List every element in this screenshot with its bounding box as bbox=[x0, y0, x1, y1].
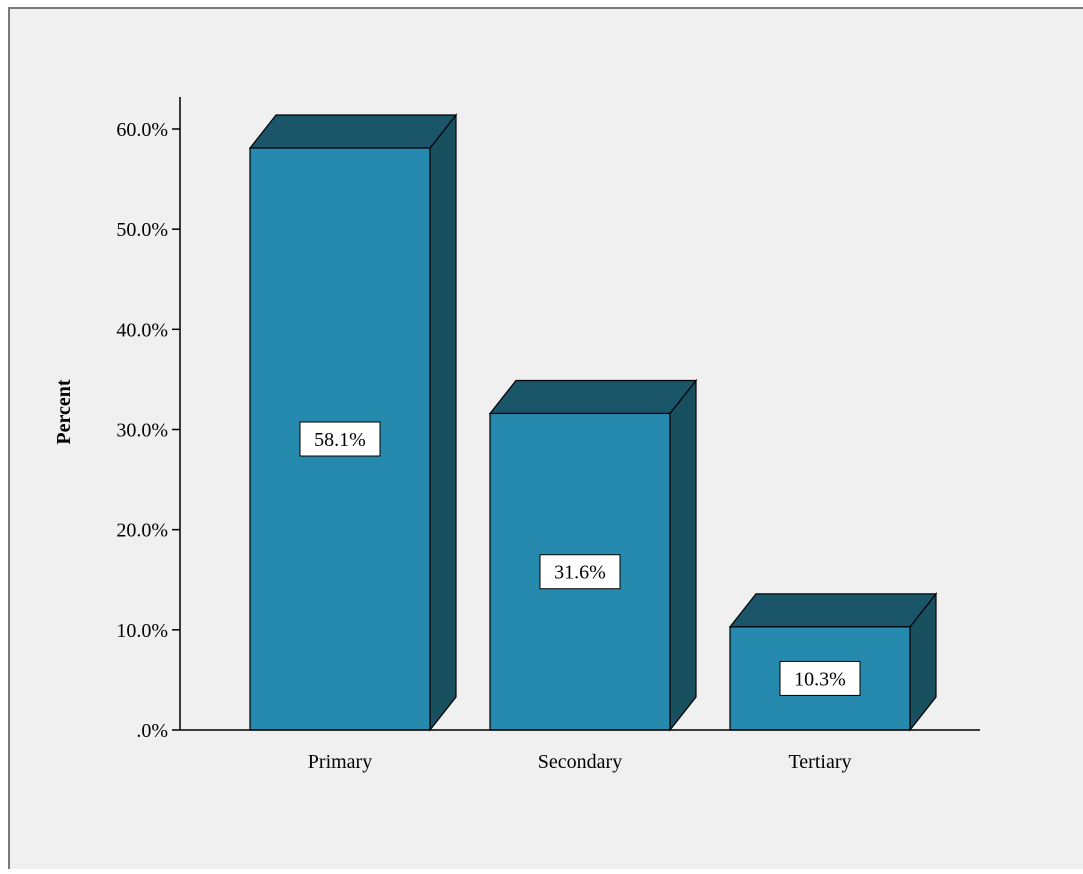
bar-tertiary bbox=[728, 592, 938, 732]
data-label-box bbox=[539, 554, 621, 590]
data-label-value: 31.6% bbox=[554, 562, 606, 584]
data-label: 31.6% bbox=[539, 554, 621, 590]
data-label-value: 58.1% bbox=[314, 429, 366, 451]
data-labels: 58.1% 31.6% 10.3% bbox=[299, 421, 861, 696]
data-label: 10.3% bbox=[779, 660, 861, 696]
bar-top-face bbox=[728, 593, 938, 628]
y-tick-label: 20.0% bbox=[116, 520, 168, 542]
bar-side-face bbox=[669, 378, 697, 732]
y-tick-label: 50.0% bbox=[116, 219, 168, 241]
bar-primary bbox=[248, 113, 458, 732]
x-tick-label: Tertiary bbox=[788, 751, 851, 773]
x-tick-label: Primary bbox=[308, 751, 372, 773]
data-label: 58.1% bbox=[299, 421, 381, 457]
y-axis: .0% 10.0% 20.0% 30.0% 40.0% 50.0% 60.0% bbox=[116, 97, 181, 742]
bar-top-face bbox=[248, 114, 458, 149]
x-tick-label: Secondary bbox=[538, 751, 622, 773]
bar-top-face bbox=[488, 379, 698, 415]
y-tick-label: 40.0% bbox=[116, 319, 168, 341]
x-axis: Primary Secondary Tertiary bbox=[180, 729, 980, 773]
y-axis-title: Percent bbox=[53, 379, 75, 444]
data-label-value: 10.3% bbox=[794, 668, 846, 690]
y-tick-label: 60.0% bbox=[116, 119, 168, 141]
bar-side-face bbox=[429, 113, 457, 732]
y-tick-label: 30.0% bbox=[116, 420, 168, 442]
y-tick-label: .0% bbox=[136, 720, 168, 742]
data-label-box bbox=[779, 660, 861, 696]
y-tick-label: 10.0% bbox=[116, 620, 168, 642]
data-label-box bbox=[299, 421, 381, 457]
